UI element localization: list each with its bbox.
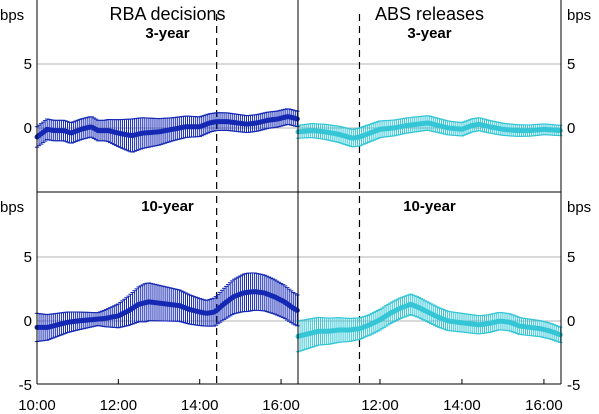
y-unit-label: bps: [0, 7, 24, 24]
panel-subtitle: 10-year: [141, 198, 194, 215]
y-tick-label: 0: [24, 120, 32, 137]
series-line-rba-3y: [34, 114, 300, 140]
series-line-abs-3y: [295, 120, 563, 141]
panel-title: ABS releases: [375, 4, 484, 24]
y-tick-label: -5: [19, 377, 32, 394]
y-tick-label: 5: [567, 56, 575, 73]
y-tick-label: 0: [567, 313, 575, 330]
x-tick-label: 16:00: [525, 397, 563, 414]
panel-subtitle: 3-year: [145, 25, 189, 42]
x-tick-label: 12:00: [100, 397, 138, 414]
y-unit-label: bps: [567, 7, 591, 24]
y-tick-label: 0: [567, 120, 575, 137]
y-tick-label: 5: [24, 249, 32, 266]
y-tick-label: 5: [24, 56, 32, 73]
y-unit-label: bps: [567, 199, 591, 216]
panel-subtitle: 10-year: [403, 198, 456, 215]
series-line-abs-10y: [295, 301, 563, 339]
x-tick-label: 12:00: [361, 397, 399, 414]
y-unit-label: bps: [0, 199, 24, 216]
y-tick-label: -5: [567, 377, 580, 394]
x-tick-label: 14:00: [181, 397, 219, 414]
x-tick-label: 10:00: [18, 397, 56, 414]
y-tick-label: 5: [567, 249, 575, 266]
y-tick-label: 0: [24, 313, 32, 330]
x-tick-label: 14:00: [443, 397, 481, 414]
series-line-rba-10y: [34, 289, 300, 330]
panel-title: RBA decisions: [109, 4, 225, 24]
x-tick-label: 16:00: [262, 397, 300, 414]
panel-subtitle: 3-year: [407, 25, 451, 42]
